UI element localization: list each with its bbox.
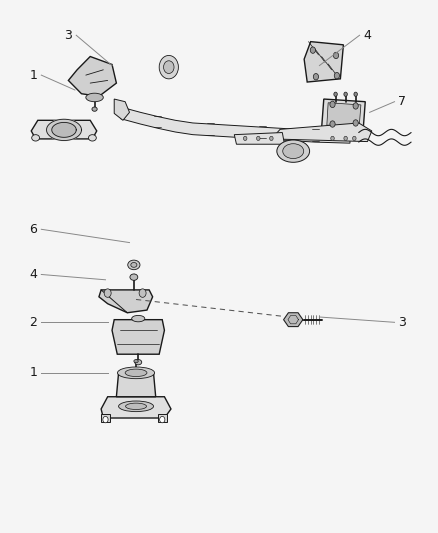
Text: 2: 2 <box>29 316 37 329</box>
Text: 4: 4 <box>364 29 371 42</box>
Ellipse shape <box>128 260 140 270</box>
Text: 1: 1 <box>29 366 37 379</box>
Polygon shape <box>68 56 117 96</box>
Polygon shape <box>31 120 97 139</box>
Polygon shape <box>327 103 361 127</box>
Ellipse shape <box>134 360 138 363</box>
Polygon shape <box>101 414 110 422</box>
Circle shape <box>103 416 108 423</box>
Ellipse shape <box>86 93 103 102</box>
Polygon shape <box>321 99 365 131</box>
Circle shape <box>344 92 347 96</box>
Text: 1: 1 <box>29 69 37 82</box>
Polygon shape <box>121 107 350 143</box>
Polygon shape <box>158 414 166 422</box>
Text: 4: 4 <box>29 268 37 281</box>
Polygon shape <box>46 119 81 141</box>
Circle shape <box>310 47 315 53</box>
Circle shape <box>354 92 357 96</box>
Circle shape <box>344 136 347 141</box>
Polygon shape <box>304 42 343 82</box>
Circle shape <box>334 72 339 79</box>
Circle shape <box>104 289 111 297</box>
Polygon shape <box>272 123 372 142</box>
Polygon shape <box>52 123 76 138</box>
Circle shape <box>139 289 146 297</box>
Circle shape <box>330 101 335 108</box>
Circle shape <box>330 121 335 127</box>
Polygon shape <box>112 320 164 354</box>
Circle shape <box>270 136 273 141</box>
Polygon shape <box>99 290 152 313</box>
Polygon shape <box>114 99 130 120</box>
Ellipse shape <box>119 401 153 411</box>
Ellipse shape <box>88 135 96 141</box>
Ellipse shape <box>92 107 97 111</box>
Ellipse shape <box>126 403 147 409</box>
Ellipse shape <box>283 144 304 159</box>
Circle shape <box>353 136 356 141</box>
Circle shape <box>163 61 174 74</box>
Circle shape <box>159 55 178 79</box>
Polygon shape <box>284 313 303 327</box>
Circle shape <box>353 103 358 109</box>
Circle shape <box>331 136 334 141</box>
Circle shape <box>333 52 339 59</box>
Text: 7: 7 <box>399 95 406 108</box>
Polygon shape <box>117 373 155 397</box>
Circle shape <box>334 92 337 96</box>
Polygon shape <box>234 133 285 144</box>
Ellipse shape <box>130 274 138 280</box>
Ellipse shape <box>125 369 147 376</box>
Circle shape <box>159 416 165 423</box>
Ellipse shape <box>131 263 137 267</box>
Circle shape <box>257 136 260 141</box>
Circle shape <box>353 120 358 126</box>
Text: 6: 6 <box>29 223 37 236</box>
Circle shape <box>244 136 247 141</box>
Ellipse shape <box>277 140 310 163</box>
Text: 3: 3 <box>399 316 406 329</box>
Ellipse shape <box>117 367 155 378</box>
Ellipse shape <box>132 316 145 322</box>
Circle shape <box>313 74 318 80</box>
Ellipse shape <box>135 360 142 365</box>
Ellipse shape <box>32 135 39 141</box>
Text: 3: 3 <box>64 29 72 42</box>
Polygon shape <box>101 397 171 418</box>
